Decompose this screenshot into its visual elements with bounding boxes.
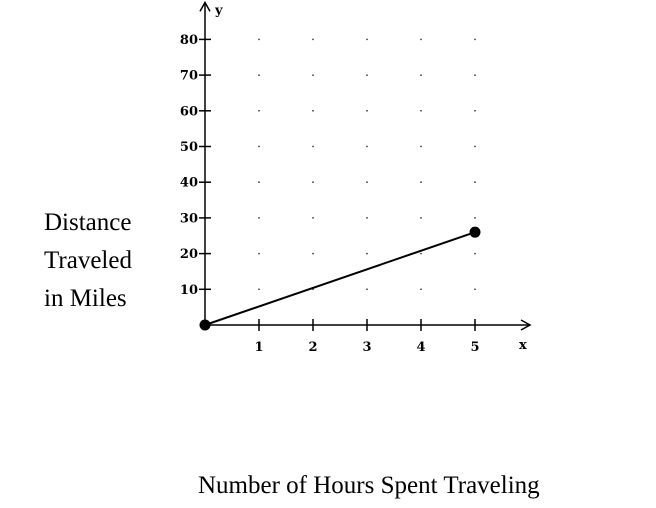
y-tick-label: 80	[180, 33, 198, 48]
grid-dot	[258, 217, 260, 219]
grid-dot	[366, 145, 368, 148]
x-tick-label: 4	[416, 340, 425, 355]
y-tick-label: 30	[180, 211, 198, 226]
grid-dot	[258, 74, 260, 76]
y-axis-label-line-3: in Miles	[44, 285, 127, 312]
grid-dot	[258, 109, 260, 112]
x-tick-label: 5	[470, 340, 479, 355]
data-point	[469, 226, 481, 238]
y-tick-label: 20	[180, 247, 198, 262]
series	[199, 226, 481, 331]
grid-dot	[312, 217, 314, 219]
grid-dot	[312, 38, 314, 41]
grid-dot	[258, 252, 260, 255]
grid-dot	[474, 38, 476, 41]
grid-dot	[312, 145, 314, 148]
y-tick-label: 60	[180, 104, 198, 119]
grid-dot	[474, 145, 476, 148]
grid-dot	[420, 109, 422, 112]
y-axis-arrow	[199, 0, 211, 12]
grid-dots	[258, 38, 476, 291]
series-line	[204, 231, 476, 326]
grid-dot	[366, 217, 368, 219]
grid-dot	[474, 288, 476, 291]
x-tick-label: 1	[254, 340, 263, 355]
x-tick-label: 2	[308, 340, 317, 355]
axes: x y	[199, 0, 532, 353]
grid-dot	[312, 252, 314, 255]
grid-dot	[258, 38, 260, 41]
grid-dot	[366, 109, 368, 112]
grid-dot	[258, 145, 260, 148]
grid-dot	[420, 217, 422, 219]
y-axis-label-line-2: Traveled	[44, 247, 132, 274]
grid-dot	[474, 217, 476, 219]
y-tick-label: 50	[180, 140, 198, 155]
y-tick-label: 70	[180, 69, 198, 84]
grid-dot	[312, 109, 314, 112]
y-tick-label: 10	[180, 283, 198, 298]
x-ticks: 1 2 3 4 5	[254, 319, 480, 355]
grid-dot	[366, 252, 368, 255]
grid-dot	[420, 145, 422, 148]
y-tick-label: 40	[180, 176, 198, 191]
grid-dot	[420, 252, 422, 255]
grid-dot	[420, 74, 422, 76]
x-axis-label: Number of Hours Spent Traveling	[198, 472, 540, 499]
grid-dot	[420, 38, 422, 41]
grid-dot	[258, 181, 260, 184]
grid-dot	[474, 74, 476, 76]
grid-dot	[312, 74, 314, 76]
x-tick-label: 3	[362, 340, 371, 355]
grid-dot	[366, 181, 368, 184]
y-ticks: 10 20 30 40 50 60 70 80	[180, 33, 211, 298]
grid-dot	[474, 181, 476, 184]
grid-dot	[366, 288, 368, 291]
x-axis-letter: x	[519, 338, 527, 353]
grid-dot	[366, 74, 368, 76]
grid-dot	[474, 252, 476, 255]
grid-dot	[312, 181, 314, 184]
grid-dot	[366, 38, 368, 41]
grid-dot	[258, 288, 260, 291]
grid-dot	[420, 181, 422, 184]
x-axis-arrow	[520, 319, 532, 331]
y-axis-letter: y	[214, 3, 223, 18]
grid-dot	[420, 288, 422, 291]
data-point	[199, 319, 211, 331]
grid-dot	[474, 109, 476, 112]
y-axis-label-line-1: Distance	[44, 209, 132, 236]
